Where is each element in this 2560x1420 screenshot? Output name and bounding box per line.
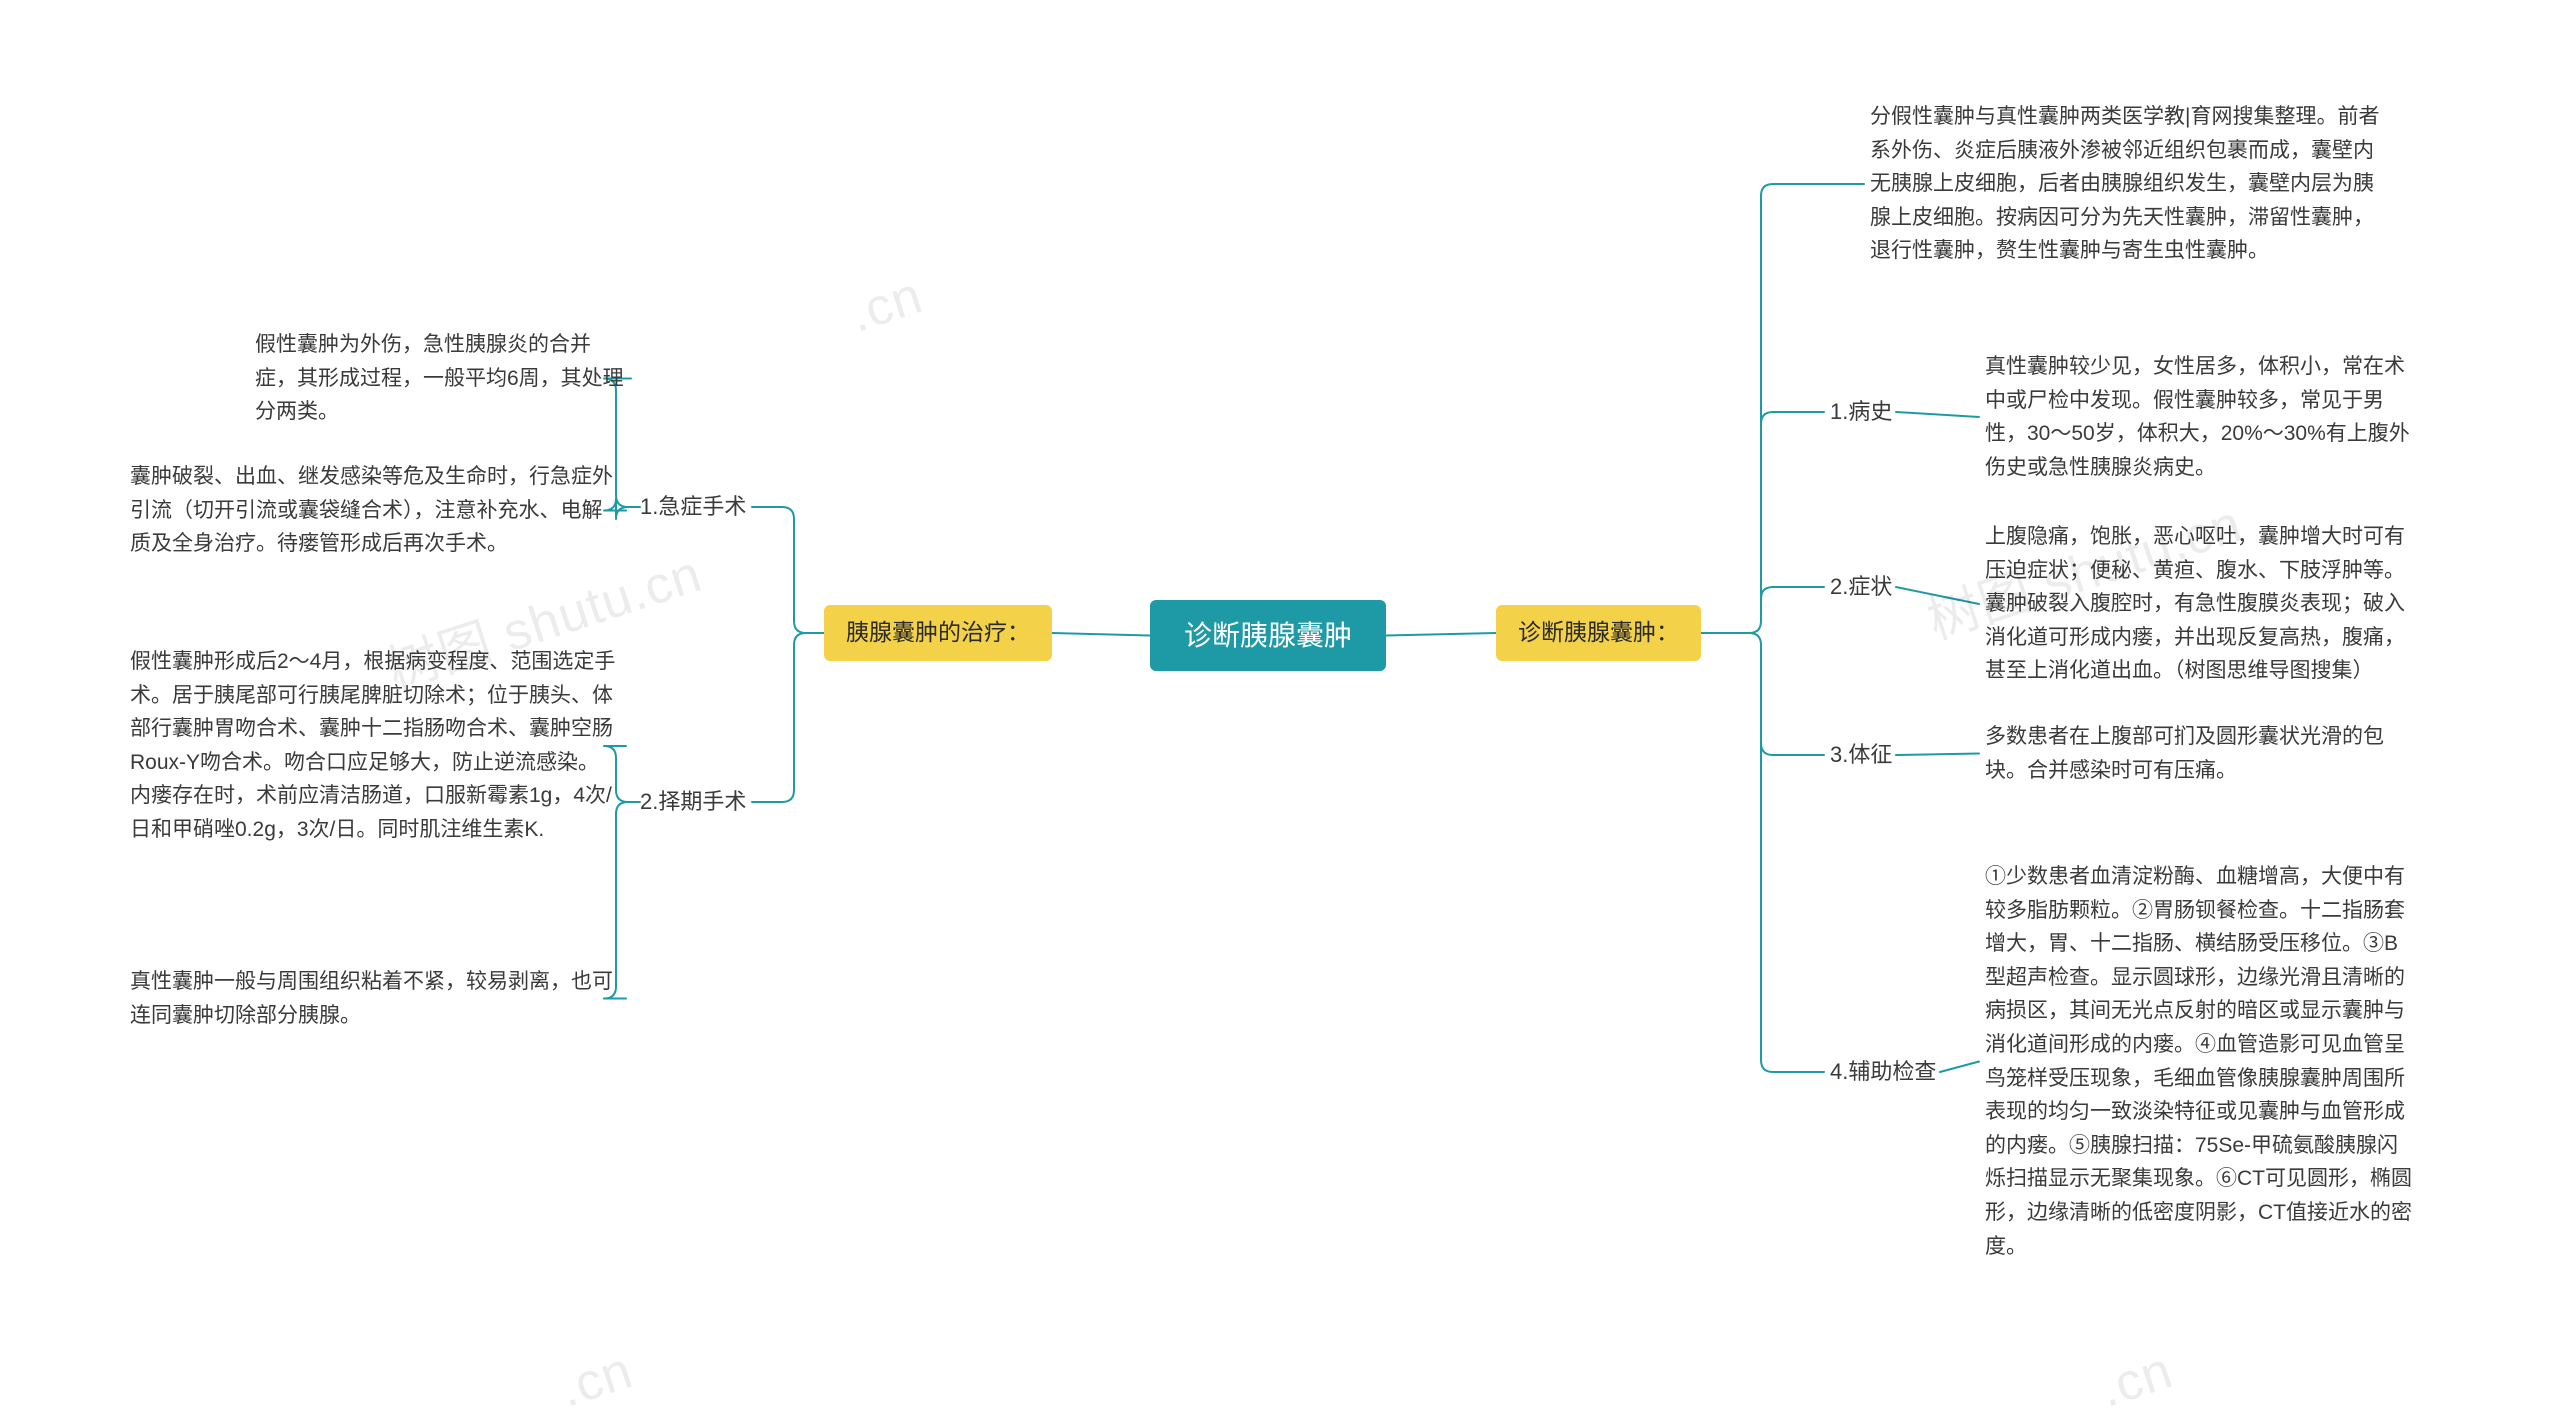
- sub-history: 1.病史: [1830, 395, 1892, 429]
- branch-treatment: 胰腺囊肿的治疗：: [824, 605, 1052, 661]
- leaf-pseudo-cyst-intro: 假性囊肿为外伤，急性胰腺炎的合并症，其形成过程，一般平均6周，其处理分两类。: [255, 328, 625, 429]
- leaf-history-detail: 真性囊肿较少见，女性居多，体积小，常在术中或尸检中发现。假性囊肿较多，常见于男性…: [1985, 350, 2415, 484]
- sub-elective-surgery-label: 2.择期手术: [640, 789, 746, 814]
- root-node: 诊断胰腺囊肿: [1150, 600, 1386, 671]
- leaf-signs-detail: 多数患者在上腹部可扪及圆形囊状光滑的包块。合并感染时可有压痛。: [1985, 720, 2415, 787]
- leaf-text: 囊肿破裂、出血、继发感染等危及生命时，行急症外引流（切开引流或囊袋缝合术），注意…: [130, 465, 613, 555]
- leaf-text: 分假性囊肿与真性囊肿两类医学教|育网搜集整理。前者系外伤、炎症后胰液外渗被邻近组…: [1870, 105, 2379, 262]
- sub-symptoms-label: 2.症状: [1830, 574, 1892, 599]
- leaf-text: ①少数患者血清淀粉酶、血糖增高，大便中有较多脂肪颗粒。②胃肠钡餐检查。十二指肠套…: [1985, 865, 2412, 1258]
- branch-diagnosis: 诊断胰腺囊肿：: [1496, 605, 1701, 661]
- branch-diagnosis-label: 诊断胰腺囊肿：: [1518, 619, 1679, 645]
- sub-symptoms: 2.症状: [1830, 570, 1892, 604]
- sub-history-label: 1.病史: [1830, 399, 1892, 424]
- watermark: .cn: [843, 265, 930, 344]
- branch-treatment-label: 胰腺囊肿的治疗：: [846, 619, 1030, 645]
- leaf-text: 真性囊肿一般与周围组织粘着不紧，较易剥离，也可连同囊肿切除部分胰腺。: [130, 970, 613, 1027]
- leaf-text: 假性囊肿形成后2～4月，根据病变程度、范围选定手术。居于胰尾部可行胰尾脾脏切除术…: [130, 650, 615, 841]
- leaf-true-cyst-remove: 真性囊肿一般与周围组织粘着不紧，较易剥离，也可连同囊肿切除部分胰腺。: [130, 965, 620, 1032]
- leaf-text: 上腹隐痛，饱胀，恶心呕吐，囊肿增大时可有压迫症状；便秘、黄疸、腹水、下肢浮肿等。…: [1985, 525, 2405, 682]
- watermark: .cn: [2093, 1340, 2180, 1419]
- leaf-aux-exam-detail: ①少数患者血清淀粉酶、血糖增高，大便中有较多脂肪颗粒。②胃肠钡餐检查。十二指肠套…: [1985, 860, 2415, 1263]
- watermark: .cn: [553, 1340, 640, 1419]
- sub-emergency-surgery: 1.急症手术: [640, 490, 746, 524]
- leaf-text: 多数患者在上腹部可扪及圆形囊状光滑的包块。合并感染时可有压痛。: [1985, 725, 2384, 782]
- leaf-text: 假性囊肿为外伤，急性胰腺炎的合并症，其形成过程，一般平均6周，其处理分两类。: [255, 333, 624, 423]
- sub-signs: 3.体征: [1830, 738, 1892, 772]
- sub-signs-label: 3.体征: [1830, 742, 1892, 767]
- sub-aux-exam: 4.辅助检查: [1830, 1055, 1936, 1089]
- leaf-rupture-drainage: 囊肿破裂、出血、继发感染等危及生命时，行急症外引流（切开引流或囊袋缝合术），注意…: [130, 460, 620, 561]
- sub-emergency-surgery-label: 1.急症手术: [640, 494, 746, 519]
- leaf-symptoms-detail: 上腹隐痛，饱胀，恶心呕吐，囊肿增大时可有压迫症状；便秘、黄疸、腹水、下肢浮肿等。…: [1985, 520, 2415, 688]
- leaf-text: 真性囊肿较少见，女性居多，体积小，常在术中或尸检中发现。假性囊肿较多，常见于男性…: [1985, 355, 2410, 479]
- leaf-diagnosis-intro: 分假性囊肿与真性囊肿两类医学教|育网搜集整理。前者系外伤、炎症后胰液外渗被邻近组…: [1870, 100, 2390, 268]
- sub-aux-exam-label: 4.辅助检查: [1830, 1059, 1936, 1084]
- sub-elective-surgery: 2.择期手术: [640, 785, 746, 819]
- leaf-elective-detail: 假性囊肿形成后2～4月，根据病变程度、范围选定手术。居于胰尾部可行胰尾脾脏切除术…: [130, 645, 620, 847]
- mindmap-canvas: 诊断胰腺囊肿 胰腺囊肿的治疗： 诊断胰腺囊肿： 1.急症手术 2.择期手术 假性…: [0, 0, 2560, 1419]
- root-label: 诊断胰腺囊肿: [1184, 620, 1352, 651]
